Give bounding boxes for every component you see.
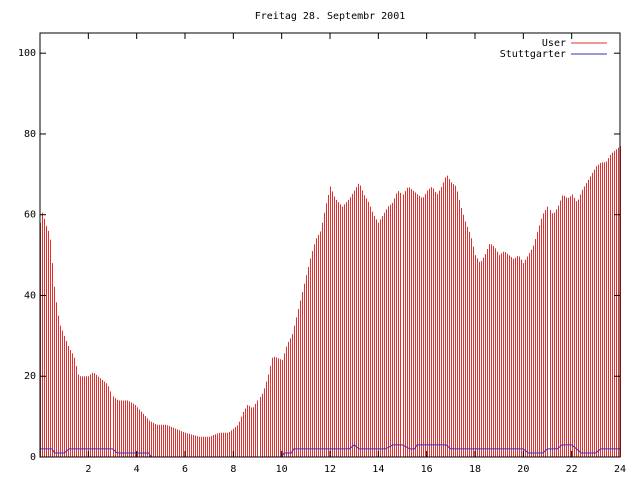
chart-title: Freitag 28. Septembr 2001 [255,11,406,22]
y-tick-label: 40 [24,290,36,301]
x-tick-label: 12 [324,464,336,475]
x-tick-label: 4 [134,464,140,475]
y-tick-label: 100 [18,48,36,59]
legend-stuttgarter-label: Stuttgarter [500,49,566,60]
x-tick-label: 20 [517,464,529,475]
y-tick-label: 60 [24,210,36,221]
x-tick-label: 8 [230,464,236,475]
x-tick-label: 6 [182,464,188,475]
x-tick-label: 24 [614,464,626,475]
x-tick-label: 2 [85,464,91,475]
x-tick-label: 16 [421,464,433,475]
y-tick-label: 80 [24,129,36,140]
user-bars [40,146,621,457]
stuttgarter-series [40,444,620,458]
x-tick-label: 22 [566,464,578,475]
y-tick-label: 20 [24,371,36,382]
x-tick-label: 18 [469,464,481,475]
stuttgarter-line [40,444,620,458]
x-tick-label: 10 [276,464,288,475]
legend: User Stuttgarter [500,38,607,60]
x-tick-label: 14 [372,464,384,475]
y-tick-label: 0 [30,452,36,463]
legend-user-label: User [542,38,566,49]
